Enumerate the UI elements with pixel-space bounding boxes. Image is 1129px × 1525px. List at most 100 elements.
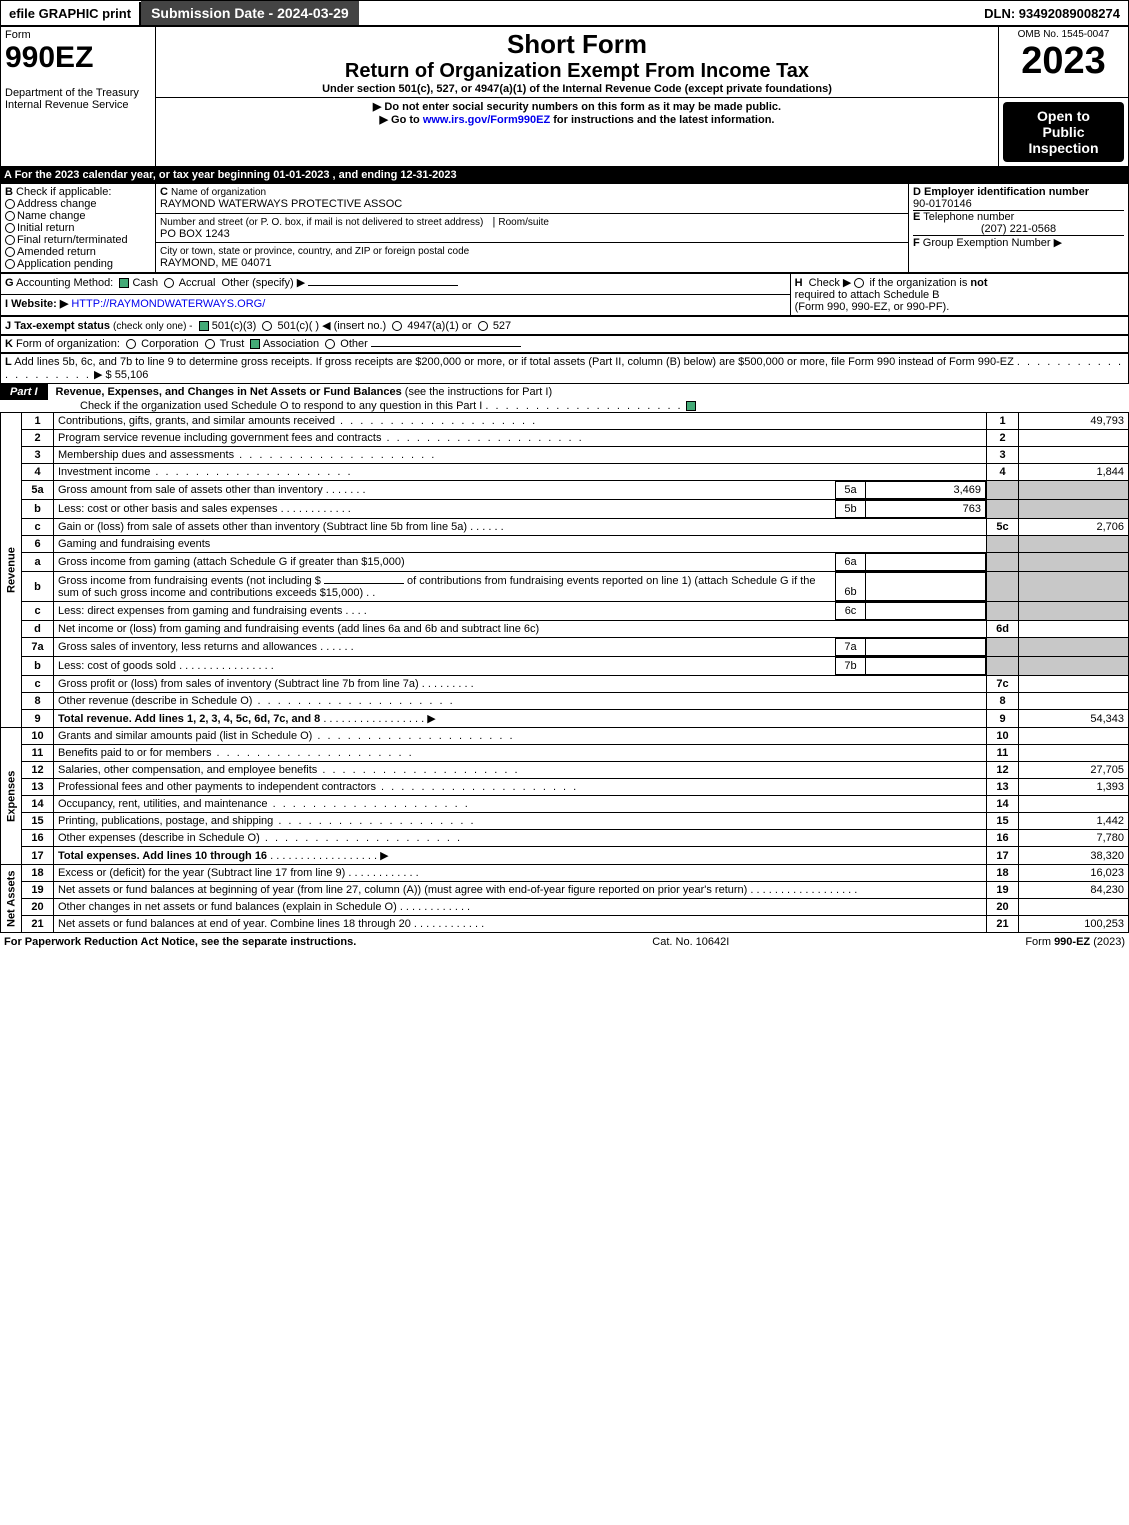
cb-accrual[interactable] [164, 278, 174, 288]
l19-rn: 19 [987, 882, 1019, 899]
g-letter: G [5, 277, 14, 289]
cb-4947[interactable] [392, 321, 402, 331]
l17-rn: 17 [987, 847, 1019, 865]
h-letter: H [795, 277, 803, 289]
city-value: RAYMOND, ME 04071 [160, 257, 272, 269]
l6d-d: Net income or (loss) from gaming and fun… [54, 621, 987, 638]
goto-post: for instructions and the latest informat… [553, 114, 774, 126]
l5c-rn: 5c [987, 519, 1019, 536]
l6b-mval [866, 573, 986, 601]
l14-d: Occupancy, rent, utilities, and maintena… [54, 796, 987, 813]
i-letter: I [5, 298, 8, 310]
b-letter: B [5, 186, 13, 198]
l16-d: Other expenses (describe in Schedule O) [54, 830, 987, 847]
submission-date: Submission Date - 2024-03-29 [141, 1, 359, 25]
l15-n: 15 [22, 813, 54, 830]
l3-rn: 3 [987, 447, 1019, 464]
l18-d: Excess or (deficit) for the year (Subtra… [54, 865, 987, 882]
l1-n: 1 [22, 413, 54, 430]
footer-left: For Paperwork Reduction Act Notice, see … [4, 936, 356, 948]
h-t3: required to attach Schedule B [795, 289, 940, 301]
cb-initial[interactable] [5, 223, 15, 233]
cb-kother[interactable] [325, 339, 335, 349]
l7b-d: Less: cost of goods sold . . . . . . . .… [54, 658, 836, 675]
grp-lbl: Group Exemption Number [923, 237, 1051, 249]
l6b-n: b [22, 572, 54, 602]
l15-amt: 1,442 [1019, 813, 1129, 830]
l17-n: 17 [22, 847, 54, 865]
h-check: Check ▶ [809, 277, 852, 289]
l2-d: Program service revenue including govern… [54, 430, 987, 447]
l20-amt [1019, 899, 1129, 916]
j-txt: Tax-exempt status [14, 320, 110, 332]
l2-amt [1019, 430, 1129, 447]
l10-rn: 10 [987, 728, 1019, 745]
l7b-mid: 7b [836, 658, 866, 675]
l6c-n: c [22, 602, 54, 621]
cb-corp[interactable] [126, 339, 136, 349]
form-id-cell: Form 990EZ Department of the Treasury In… [1, 27, 156, 167]
k-letter: K [5, 338, 13, 350]
l1-d: Contributions, gifts, grants, and simila… [54, 413, 987, 430]
l6d-n: d [22, 621, 54, 638]
short-form-title: Short Form [160, 29, 994, 60]
cb-pending[interactable] [5, 259, 15, 269]
tel-lbl: Telephone number [923, 211, 1014, 223]
cb-assoc[interactable] [250, 339, 260, 349]
cb-501c3[interactable] [199, 321, 209, 331]
l21-n: 21 [22, 916, 54, 933]
cb-h[interactable] [854, 278, 864, 288]
k-other-line[interactable] [371, 346, 521, 347]
l6b-mid: 6b [836, 573, 866, 601]
l17-amt: 38,320 [1019, 847, 1129, 865]
l9-n: 9 [22, 710, 54, 728]
part1-paren: (see the instructions for Part I) [405, 386, 552, 398]
l7a-d: Gross sales of inventory, less returns a… [54, 639, 836, 656]
cb-trust[interactable] [205, 339, 215, 349]
l6b-blank[interactable] [324, 583, 404, 584]
l5b-n: b [22, 500, 54, 519]
cb-address-change[interactable] [5, 199, 15, 209]
l18-rn: 18 [987, 865, 1019, 882]
l2-n: 2 [22, 430, 54, 447]
revenue-sidelabel: Revenue [1, 413, 22, 728]
ein-lbl: Employer identification number [924, 186, 1089, 198]
irs-link[interactable]: www.irs.gov/Form990EZ [423, 114, 550, 126]
l3-d: Membership dues and assessments [54, 447, 987, 464]
ein-value: 90-0170146 [913, 198, 972, 210]
open1: Open to [1007, 108, 1120, 124]
goto-pre: ▶ Go to [380, 114, 423, 126]
l-txt: Add lines 5b, 6c, and 7b to line 9 to de… [14, 356, 1014, 368]
cb-schedO[interactable] [686, 401, 696, 411]
l9-d: Total revenue. Add lines 1, 2, 3, 4, 5c,… [54, 710, 987, 728]
cb-amended[interactable] [5, 247, 15, 257]
website-link[interactable]: HTTP://RAYMONDWATERWAYS.ORG/ [71, 298, 265, 310]
cb-final[interactable] [5, 235, 15, 245]
efile-print[interactable]: efile GRAPHIC print [1, 2, 141, 25]
l7a-row: Gross sales of inventory, less returns a… [54, 638, 987, 657]
l7a-rn-gray [987, 638, 1019, 657]
l21-rn: 21 [987, 916, 1019, 933]
l6a-mid: 6a [836, 554, 866, 571]
box-i: I Website: ▶ HTTP://RAYMONDWATERWAYS.ORG… [1, 295, 791, 316]
cb-501c[interactable] [262, 321, 272, 331]
l6b-row: Gross income from fundraising events (no… [54, 572, 987, 602]
l6b-amt-gray [1019, 572, 1129, 602]
c-name-lbl: Name of organization [171, 187, 266, 198]
c-letter: C [160, 186, 168, 198]
l12-amt: 27,705 [1019, 762, 1129, 779]
cb-cash[interactable] [119, 278, 129, 288]
other-specify-line[interactable] [308, 285, 458, 286]
box-h: H Check ▶ if the organization is not req… [790, 274, 1128, 316]
l3-n: 3 [22, 447, 54, 464]
city-lbl: City or town, state or province, country… [160, 246, 469, 257]
netassets-sidelabel: Net Assets [1, 865, 22, 933]
l5c-amt: 2,706 [1019, 519, 1129, 536]
l7c-d: Gross profit or (loss) from sales of inv… [54, 676, 987, 693]
j-letter: J [5, 320, 11, 332]
cb-name-change[interactable] [5, 211, 15, 221]
j-o2: 501(c)( ) ◀ (insert no.) [278, 320, 387, 332]
header-table: Form 990EZ Department of the Treasury In… [0, 26, 1129, 167]
k-txt: Form of organization: [16, 338, 120, 350]
cb-527[interactable] [478, 321, 488, 331]
